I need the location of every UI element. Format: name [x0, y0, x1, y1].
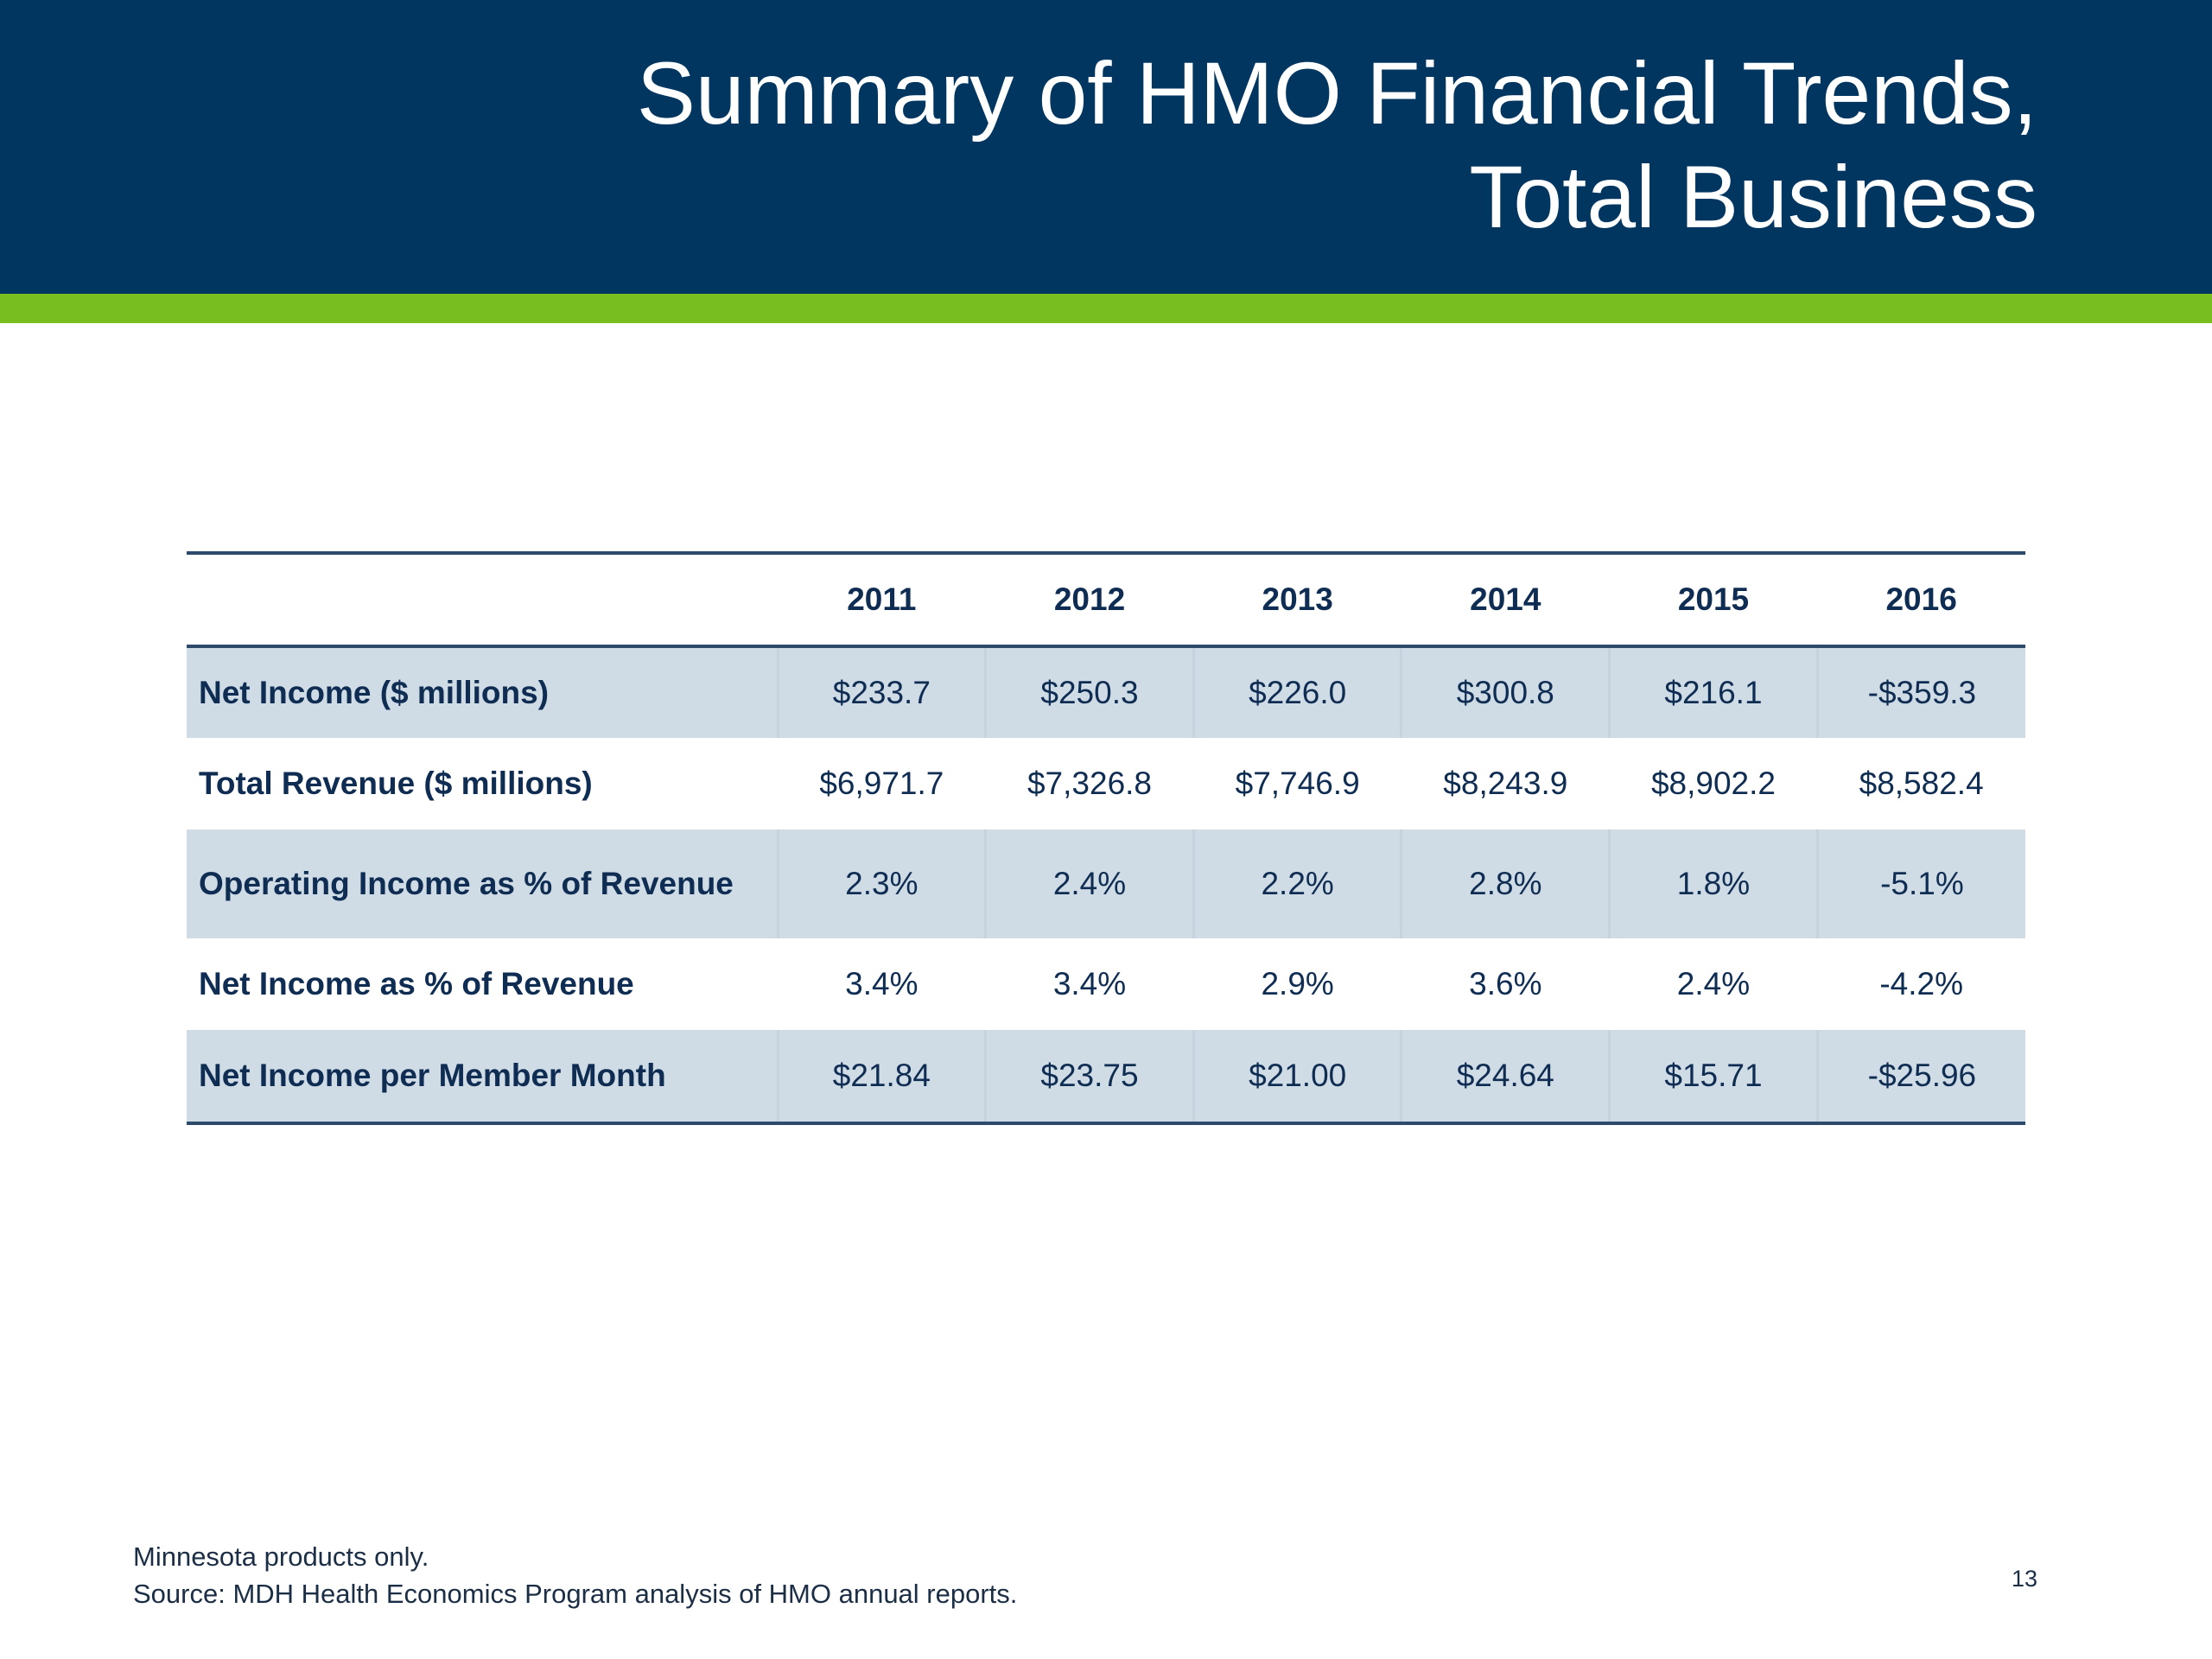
table-row-net-income-pct: Net Income as % of Revenue 3.4% 3.4% 2.9… — [187, 938, 2025, 1030]
table-cell: $7,326.8 — [1027, 766, 1153, 801]
table-cell: 1.8% — [1608, 830, 1818, 938]
table-cell: $24.64 — [1400, 1030, 1610, 1123]
table-cell: 3.6% — [1469, 966, 1542, 1001]
table-cell: -5.1% — [1815, 830, 2025, 938]
year-header: 2013 — [1262, 582, 1333, 617]
table-cell: $233.7 — [776, 646, 986, 738]
table-cell: -$359.3 — [1815, 646, 2025, 738]
table-cell: $21.00 — [1192, 1030, 1402, 1123]
slide-title-line-2: Total Business — [1469, 148, 2037, 246]
table-header-row: 2011 2012 2013 2014 2015 2016 — [187, 553, 2025, 646]
table-cell: $216.1 — [1608, 646, 1818, 738]
row-label: Net Income ($ millions) — [187, 646, 779, 738]
table-cell: 2.9% — [1261, 966, 1334, 1001]
table-cell: 3.4% — [845, 966, 918, 1001]
table-cell: $8,582.4 — [1859, 766, 1984, 801]
table-cell: $23.75 — [984, 1030, 1194, 1123]
table-cell: -$25.96 — [1815, 1030, 2025, 1123]
row-label: Total Revenue ($ millions) — [199, 766, 593, 801]
table-cell: $250.3 — [984, 646, 1194, 738]
row-label: Net Income as % of Revenue — [199, 966, 634, 1001]
year-header: 2014 — [1470, 582, 1541, 617]
table-cell: -4.2% — [1879, 966, 1963, 1001]
table-cell: $226.0 — [1192, 646, 1402, 738]
table-row-net-income: Net Income ($ millions) $233.7 $250.3 $2… — [187, 646, 2025, 738]
table-cell: $8,243.9 — [1443, 766, 1568, 801]
table-cell: $15.71 — [1608, 1030, 1818, 1123]
table-cell: $7,746.9 — [1235, 766, 1360, 801]
table-row-total-revenue: Total Revenue ($ millions) $6,971.7 $7,3… — [187, 738, 2025, 830]
table-cell: 2.4% — [1676, 966, 1751, 1001]
year-header: 2015 — [1677, 582, 1750, 617]
accent-bar — [0, 294, 2212, 323]
table-cell: 2.4% — [984, 830, 1194, 938]
row-label: Net Income per Member Month — [187, 1030, 779, 1123]
table-row-operating-income-pct: Operating Income as % of Revenue 2.3% 2.… — [187, 830, 2025, 938]
table-cell: 3.4% — [1052, 966, 1127, 1001]
table-row-net-income-per-member-month: Net Income per Member Month $21.84 $23.7… — [187, 1030, 2025, 1123]
year-header: 2012 — [1053, 582, 1126, 617]
title-banner: Summary of HMO Financial Trends, Total B… — [0, 0, 2212, 294]
row-label: Operating Income as % of Revenue — [187, 830, 779, 938]
table-cell: 2.2% — [1192, 830, 1402, 938]
table-cell: $6,971.7 — [819, 766, 944, 801]
source-note: Source: MDH Health Economics Program ana… — [133, 1579, 1018, 1609]
slide-title-line-1: Summary of HMO Financial Trends, — [636, 44, 2037, 143]
financial-trends-table-container: 2011 2012 2013 2014 2015 2016 Net Income… — [187, 551, 2025, 1125]
financial-trends-table: 2011 2012 2013 2014 2015 2016 Net Income… — [187, 551, 2025, 1125]
slide-title: Summary of HMO Financial Trends, Total B… — [396, 41, 2037, 249]
page-number: 13 — [2011, 1566, 2037, 1592]
header-corner-cell — [187, 553, 778, 646]
table-cell: $300.8 — [1400, 646, 1610, 738]
table-cell: $8,902.2 — [1650, 766, 1776, 801]
table-cell: 2.3% — [776, 830, 986, 938]
year-header: 2016 — [1885, 582, 1957, 617]
footnote-line: Minnesota products only. — [133, 1541, 429, 1572]
table-cell: 2.8% — [1400, 830, 1610, 938]
year-header: 2011 — [847, 582, 917, 617]
table-cell: $21.84 — [776, 1030, 986, 1123]
footnote: Minnesota products only. Source: MDH Hea… — [133, 1538, 1017, 1612]
